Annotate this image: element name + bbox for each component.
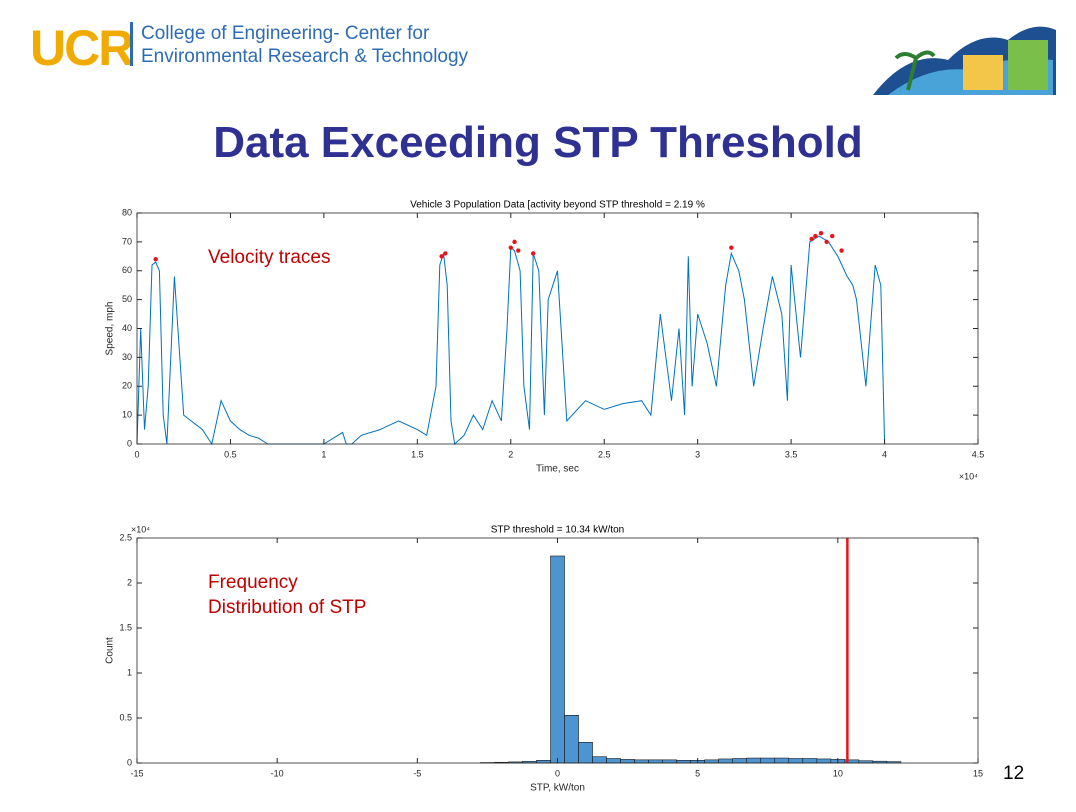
speed-line (136, 235, 886, 446)
y-tick-label: 80 (122, 207, 132, 217)
plot-area (137, 213, 978, 444)
y-tick-label: 70 (122, 236, 132, 246)
x-tick-label: 4.5 (972, 449, 985, 459)
chart-title: Vehicle 3 Population Data [activity beyo… (410, 200, 705, 211)
y-multiplier: ×10⁴ (131, 524, 150, 534)
hist-bar (718, 758, 734, 764)
hist-bar (578, 741, 593, 764)
hist-bar (634, 759, 649, 764)
annotation: Frequency (208, 572, 298, 593)
exceed-point (153, 257, 158, 262)
y-tick-label: 30 (122, 352, 132, 362)
exceed-point (439, 254, 444, 259)
y-tick-label: 20 (122, 381, 132, 391)
x-multiplier: ×10⁴ (959, 471, 978, 481)
x-tick-label: 10 (833, 768, 843, 778)
exceed-point (839, 248, 844, 253)
y-tick-label: 1 (127, 667, 132, 677)
hist-bar (774, 757, 790, 764)
college-name: College of Engineering- Center for Envir… (141, 22, 468, 68)
x-tick-label: 3.5 (785, 449, 798, 459)
hist-bar (620, 759, 635, 764)
x-tick-label: -15 (130, 768, 143, 778)
exceed-point (512, 239, 517, 245)
exceed-point (830, 233, 835, 239)
y-tick-label: 0.5 (119, 712, 132, 722)
logo: UCR (30, 20, 134, 76)
y-axis-label: Speed, mph (105, 302, 116, 356)
exceed-point (824, 239, 829, 245)
x-axis-label: Time, sec (536, 464, 579, 475)
y-tick-label: 2.5 (119, 532, 132, 542)
annotation: Velocity traces (208, 247, 331, 268)
y-tick-label: 2 (127, 577, 132, 587)
x-tick-label: 0 (555, 768, 560, 778)
x-axis-label: STP, kW/ton (530, 783, 585, 794)
annotation: Distribution of STP (208, 597, 366, 618)
exceed-point (809, 236, 814, 242)
y-tick-label: 0 (127, 757, 132, 767)
logo-text: UCR (30, 20, 134, 76)
y-tick-label: 10 (122, 410, 132, 420)
hist-bar (816, 758, 832, 764)
y-tick-label: 60 (122, 265, 132, 275)
y-tick-label: 0 (127, 438, 132, 448)
hist-bar (550, 555, 565, 764)
hist-bar (536, 759, 551, 764)
x-tick-label: 0 (134, 449, 139, 459)
hist-bar (648, 759, 663, 764)
x-tick-label: 2.5 (598, 449, 611, 459)
x-tick-label: -5 (413, 768, 421, 778)
hist-bar (676, 759, 691, 764)
slide-title: Data Exceeding STP Threshold (213, 118, 863, 167)
y-tick-label: 1.5 (119, 622, 132, 632)
x-tick-label: 5 (695, 768, 700, 778)
exceed-point (818, 231, 824, 236)
exceed-point (443, 251, 448, 256)
exceed-point (516, 248, 521, 253)
hist-bar (802, 758, 818, 764)
hist-bar (788, 758, 804, 764)
hist-bar (704, 759, 719, 764)
hist-bar (662, 759, 677, 764)
logo-divider (130, 22, 133, 66)
page-number: 12 (1003, 763, 1025, 784)
y-tick-label: 40 (122, 323, 132, 333)
x-tick-label: 4 (882, 449, 887, 459)
hist-bar (592, 756, 607, 764)
college-line: Environmental Research & Technology (141, 46, 469, 67)
x-tick-label: 15 (973, 768, 983, 778)
exceed-point (729, 245, 734, 250)
hist-bar (732, 758, 748, 764)
x-tick-label: -10 (271, 768, 284, 778)
hist-bar (564, 714, 579, 764)
hist-bar (760, 757, 776, 764)
x-tick-label: 3 (695, 449, 700, 459)
x-tick-label: 0.5 (224, 449, 237, 459)
x-tick-label: 1.5 (411, 449, 424, 459)
college-line: College of Engineering- Center for (141, 23, 430, 44)
y-axis-label: Count (105, 637, 116, 664)
exceed-point (531, 251, 536, 256)
exceed-point (508, 245, 513, 250)
hist-bar (746, 757, 762, 764)
y-tick-label: 50 (122, 294, 132, 304)
chart-title: STP threshold = 10.34 kW/ton (491, 525, 625, 536)
x-tick-label: 1 (321, 449, 326, 459)
hist-bar (606, 758, 621, 764)
exceed-point (813, 233, 818, 239)
campus-art (873, 26, 1056, 96)
x-tick-label: 2 (508, 449, 513, 459)
